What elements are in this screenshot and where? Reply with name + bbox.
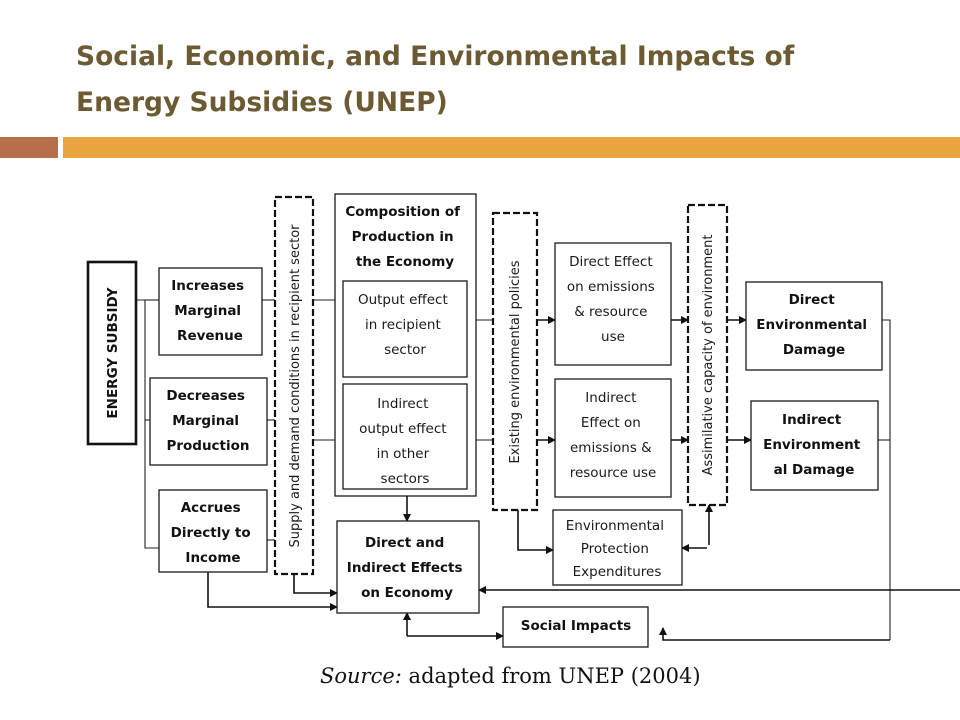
economy-effects-label: Direct and Indirect Effects on Economy [347, 535, 467, 601]
indirect-damage-label: Indirect Environment al Damage [763, 412, 865, 478]
supply-demand-box [273, 195, 315, 576]
title-line-1: Social, Economic, and Environmental Impa… [76, 41, 795, 72]
assimilative-capacity-box [686, 203, 729, 507]
flow-arrows [207, 316, 960, 641]
decreases-production-label: Decreases Marginal Production [166, 388, 249, 454]
energy-subsidy-label: ENERGY SUBSIDY [105, 287, 121, 418]
social-impacts-box [502, 606, 649, 648]
economy-effects-box [336, 520, 480, 614]
connector-lines [136, 299, 891, 640]
indirect-emissions-label: Indirect Effect on emissions & resource … [570, 390, 657, 481]
indirect-damage-box [750, 400, 879, 491]
title-accent-bar-left [0, 137, 58, 158]
direct-damage-box [745, 281, 883, 371]
energy-subsidy-box [86, 260, 138, 446]
indirect-output-label: Indirect output effect in other sectors [359, 396, 451, 487]
increases-revenue-label: Increases Marginal Revenue [171, 278, 249, 344]
direct-emissions-box [554, 242, 672, 366]
output-effect-box [342, 280, 468, 378]
accrues-income-label: Accrues Directly to Income [171, 500, 256, 566]
indirect-output-box [342, 383, 468, 490]
increases-revenue-box [158, 267, 263, 356]
output-effect-label: Output effect in recipient sector [358, 292, 452, 358]
slide-title: Social, Economic, and Environmental Impa… [76, 34, 896, 126]
direct-emissions-label: Direct Effect on emissions & resource us… [567, 254, 659, 345]
source-caption: Source: adapted from UNEP (2004) [320, 664, 701, 688]
indirect-emissions-box [554, 378, 672, 498]
decreases-production-box [149, 377, 268, 466]
supply-demand-label: Supply and demand conditions in recipien… [288, 224, 303, 548]
direct-damage-label: Direct Environmental Damage [756, 292, 872, 358]
existing-policies-box [491, 211, 539, 512]
social-impacts-label: Social Impacts [521, 618, 631, 634]
existing-policies-label: Existing environmental policies [508, 260, 523, 463]
title-line-2: Energy Subsidies (UNEP) [76, 87, 448, 118]
env-expenditures-label: Environmental Protection Expenditures [566, 518, 669, 580]
title-accent-bar-right [63, 137, 960, 158]
assimilative-capacity-label: Assimilative capacity of environment [701, 235, 716, 476]
composition-label: Composition of Production in the Economy [345, 204, 464, 270]
accrues-income-box [158, 489, 268, 573]
env-expenditures-box [552, 509, 683, 586]
